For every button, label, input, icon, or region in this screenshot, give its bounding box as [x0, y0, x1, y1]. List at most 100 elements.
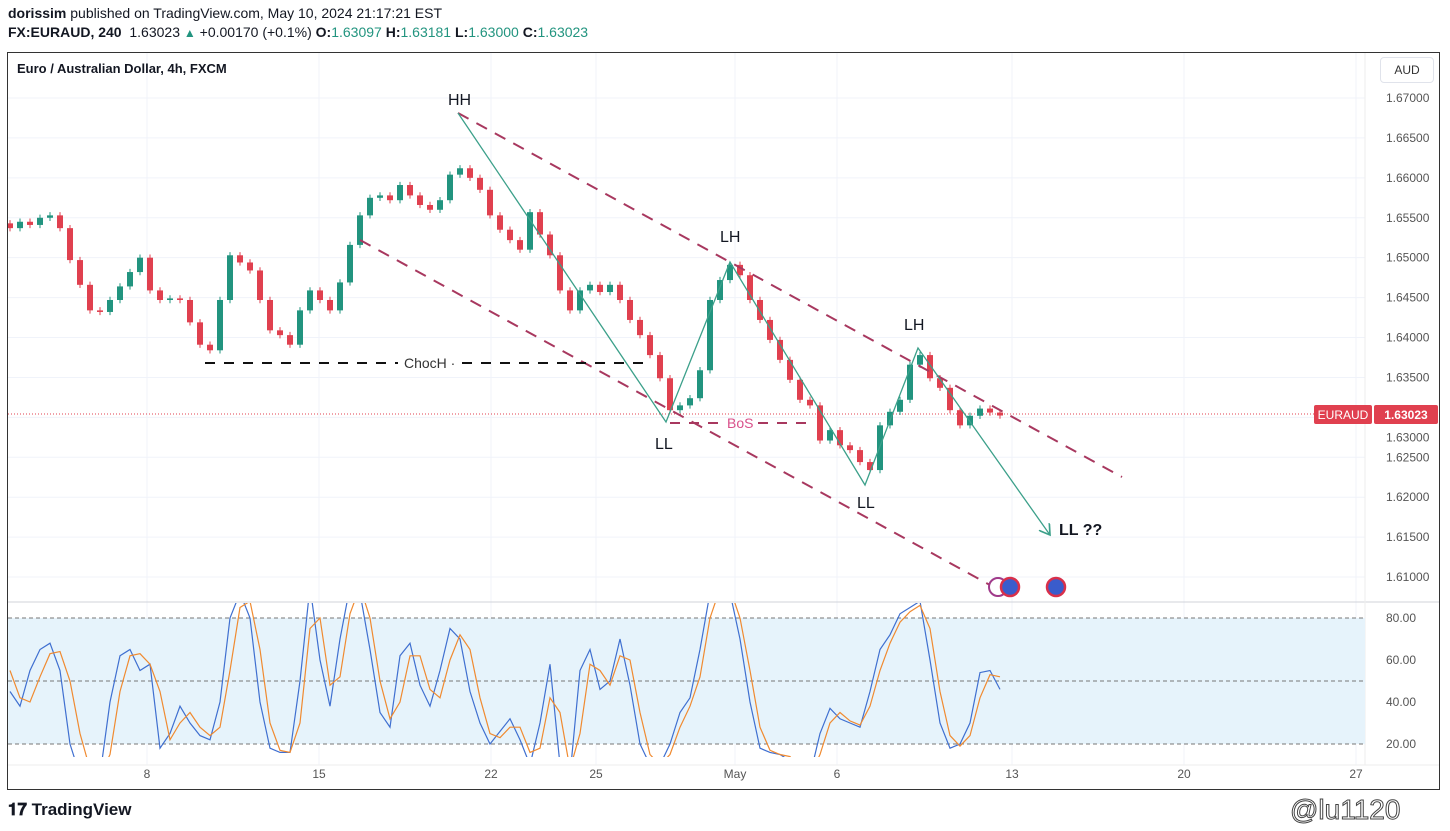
candle-body — [547, 234, 553, 256]
upper-channel-line[interactable] — [457, 112, 1123, 478]
last-price-value: 1.63023 — [1384, 408, 1428, 422]
candle-body — [257, 270, 263, 300]
author[interactable]: dorissim — [8, 5, 67, 21]
time-tick: 6 — [834, 767, 841, 781]
candle-body — [277, 330, 283, 336]
candle — [817, 402, 823, 444]
candle — [327, 296, 333, 314]
candle-body — [197, 322, 203, 345]
watermark: @lu1120 — [1289, 794, 1401, 825]
candle-body — [467, 168, 473, 178]
candle — [897, 396, 903, 415]
candle-body — [457, 168, 463, 175]
event-icons[interactable] — [988, 576, 1067, 598]
candle-body — [527, 212, 533, 250]
candle — [87, 281, 93, 314]
candle-body — [167, 298, 173, 300]
candle — [437, 197, 443, 213]
candle-body — [867, 462, 873, 471]
currency-button[interactable]: AUD — [1380, 57, 1434, 83]
close-label: C: — [522, 24, 538, 40]
candle — [457, 165, 463, 178]
candle-body — [717, 280, 723, 300]
candle-body — [657, 355, 663, 379]
candle-body — [437, 200, 443, 210]
candle-body — [187, 299, 193, 323]
candle-body — [397, 185, 403, 201]
zigzag-projection[interactable] — [457, 112, 1050, 535]
candle — [147, 254, 153, 294]
candle — [107, 296, 113, 316]
candle-body — [327, 299, 333, 311]
low-value: 1.63000 — [468, 24, 519, 40]
last-price-symbol: EURAUD — [1318, 408, 1369, 422]
candle — [367, 194, 373, 219]
flag-event-icon[interactable] — [999, 576, 1021, 598]
candle — [577, 287, 583, 314]
candle — [427, 201, 433, 213]
candle — [507, 226, 513, 244]
close-value: 1.63023 — [537, 24, 589, 40]
candle — [67, 224, 73, 264]
candle — [487, 186, 493, 219]
candle — [417, 192, 423, 209]
candles — [8, 165, 1003, 474]
time-axis[interactable]: 8 15 22 25 May 6 13 20 27 — [144, 767, 1363, 781]
candle — [637, 316, 643, 339]
stoch-k-line — [9, 603, 1001, 757]
candle-body — [667, 378, 673, 411]
candle — [777, 336, 783, 364]
candle — [727, 261, 733, 284]
candle — [397, 181, 403, 204]
eu-flag-event-icon[interactable] — [1045, 576, 1067, 598]
price-tick: 1.65500 — [1386, 211, 1430, 225]
candle-body — [127, 272, 133, 287]
candle-body — [767, 319, 773, 340]
chart-frame — [7, 52, 1440, 790]
candle-body — [487, 189, 493, 216]
candle — [717, 276, 723, 304]
candle-body — [727, 264, 733, 281]
candle — [467, 165, 473, 182]
tradingview-logo[interactable]: 𝟏𝟕 TradingView — [8, 800, 131, 820]
candle-body — [337, 282, 343, 311]
candle-body — [957, 410, 963, 426]
candle-body — [17, 221, 23, 229]
last-price: 1.63023 — [129, 24, 180, 40]
candle — [227, 252, 233, 304]
candle — [957, 406, 963, 429]
candle — [747, 272, 753, 304]
candle — [177, 295, 183, 304]
lower-channel-line[interactable] — [359, 239, 991, 586]
candle-body — [97, 310, 103, 312]
candle-body — [57, 215, 63, 229]
candle — [687, 395, 693, 409]
candle-body — [27, 221, 33, 225]
candle-body — [627, 299, 633, 320]
drawings — [205, 112, 1123, 586]
publish-info: dorissim published on TradingView.com, M… — [8, 5, 442, 21]
symbol: FX:EURAUD, 240 — [8, 24, 122, 40]
stoch-tick: 60.00 — [1386, 653, 1416, 667]
candle-body — [557, 255, 563, 291]
time-tick: 22 — [484, 767, 498, 781]
candle — [297, 307, 303, 348]
price-tick: 1.66000 — [1386, 171, 1430, 185]
candle — [207, 341, 213, 354]
candle-body — [477, 177, 483, 190]
candle-body — [797, 379, 803, 400]
candle-body — [47, 215, 53, 218]
stoch-axis[interactable]: 80.00 60.00 40.00 20.00 — [1386, 611, 1416, 751]
candle — [767, 316, 773, 344]
label-ll-projection: LL ?? — [1059, 522, 1102, 539]
label-ll-2: LL — [857, 495, 875, 512]
price-axis[interactable]: 1.67000 1.66500 1.66000 1.65500 1.65000 1.645… — [1386, 91, 1430, 584]
candle-body — [677, 405, 683, 411]
candle — [307, 287, 313, 314]
chart-title: Euro / Australian Dollar, 4h, FXCM — [17, 61, 227, 76]
candle-body — [367, 197, 373, 216]
candle-body — [537, 212, 543, 235]
open-value: 1.63097 — [331, 24, 382, 40]
